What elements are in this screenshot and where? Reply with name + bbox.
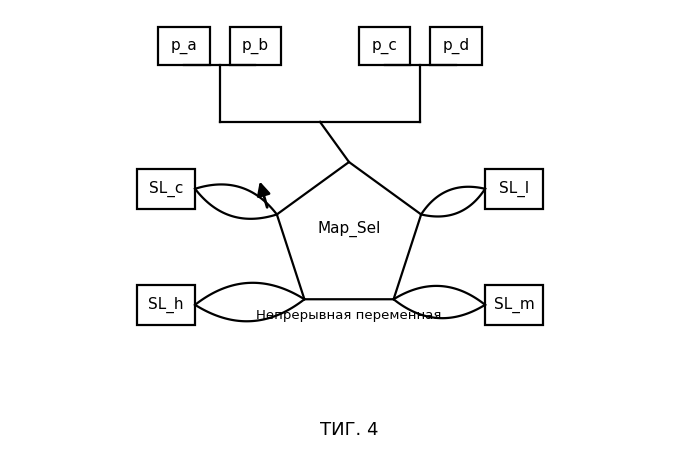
Text: SL_m: SL_m (493, 297, 535, 313)
Bar (485, 169, 543, 209)
Bar (485, 285, 543, 325)
Text: Map_Sel: Map_Sel (318, 221, 380, 237)
Text: p_d: p_d (443, 38, 470, 54)
Text: SL_l: SL_l (499, 180, 529, 197)
Text: p_c: p_c (372, 39, 398, 53)
Bar (137, 285, 195, 325)
Bar (431, 27, 482, 65)
Text: Непрерывная переменная: Непрерывная переменная (256, 309, 442, 322)
Bar (359, 27, 410, 65)
Bar (158, 27, 209, 65)
Text: ΤИГ. 4: ΤИГ. 4 (320, 421, 378, 439)
Bar (137, 169, 195, 209)
Text: SL_h: SL_h (148, 297, 184, 313)
Text: p_a: p_a (170, 39, 198, 53)
Bar (230, 27, 281, 65)
Text: SL_c: SL_c (149, 180, 184, 197)
Text: p_b: p_b (242, 38, 269, 54)
